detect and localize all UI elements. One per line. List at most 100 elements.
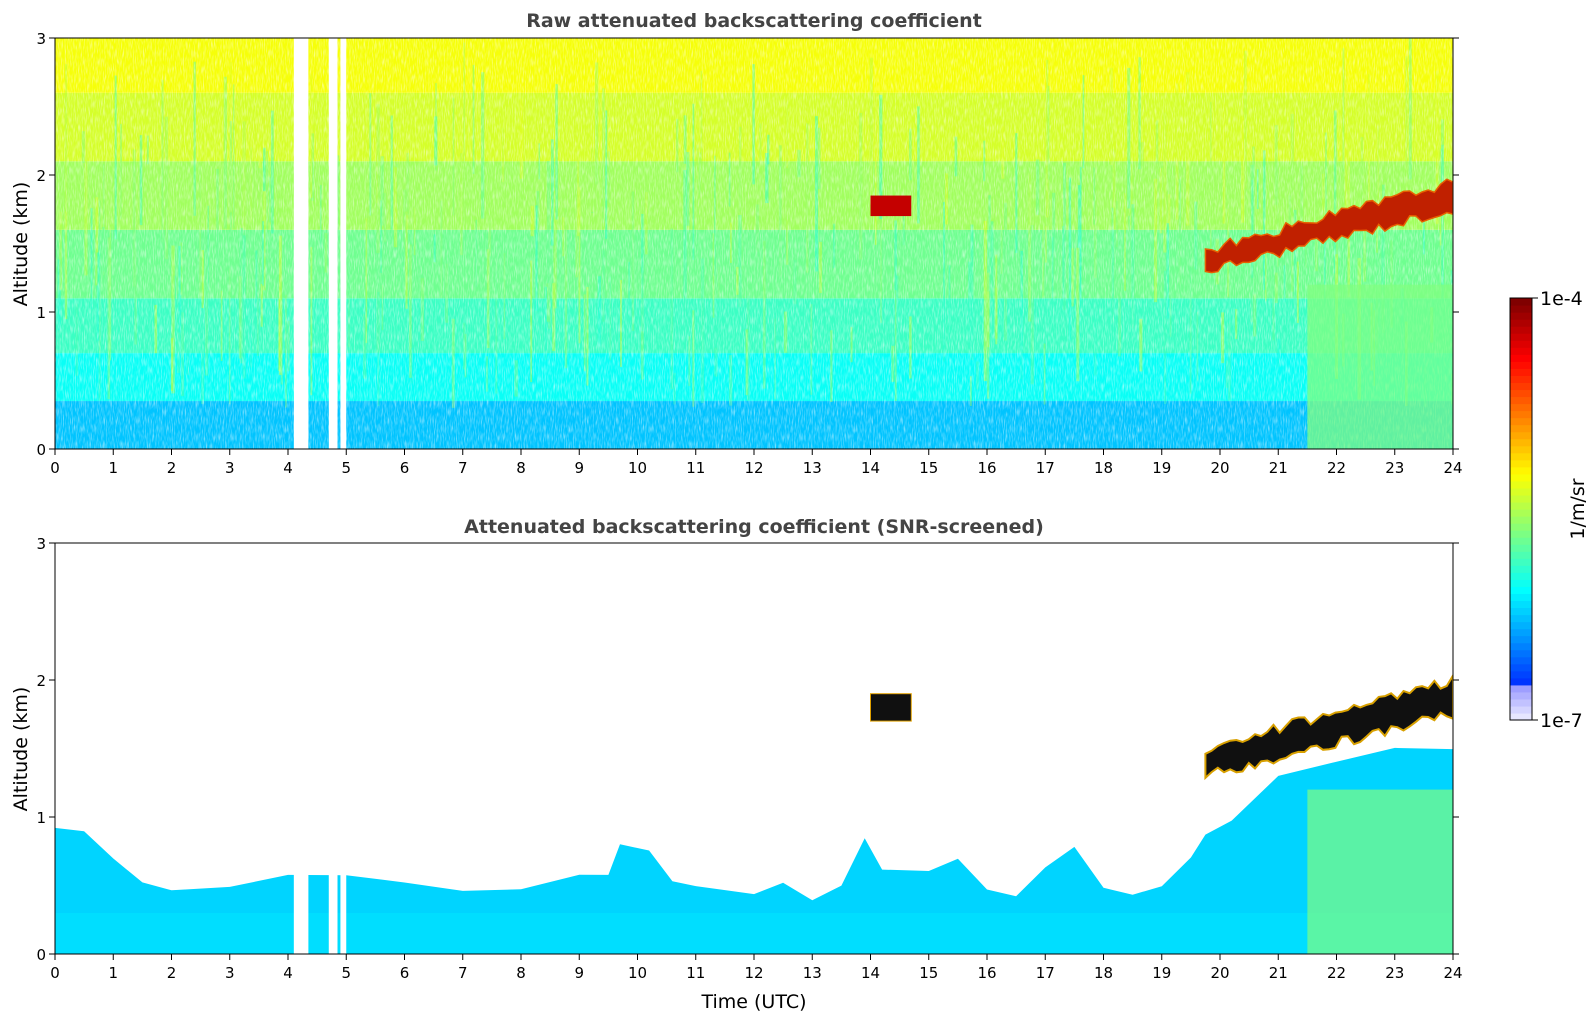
rain-region — [1307, 789, 1453, 954]
y-tick-label: 1 — [36, 304, 46, 322]
cloud-layer — [1204, 673, 1453, 781]
colorbar-step — [1510, 424, 1532, 433]
colorbar-frame — [1509, 297, 1533, 721]
colorbar-step — [1510, 705, 1532, 714]
colorbar: 1e-4 1e-7 1/m/sr — [1509, 288, 1589, 732]
colorbar-step — [1510, 347, 1532, 355]
panel-screened-x-axis: 0 1 2 3 4 5 6 7 8 9 10 11 12 13 14 15 16 17 18 19 20 21 22 23 24 — [50, 954, 1463, 982]
colorbar-step — [1510, 445, 1532, 454]
data-gap — [293, 871, 309, 954]
x-tick-label: 15 — [919, 964, 938, 982]
colorbar-step — [1510, 382, 1532, 391]
x-tick-label: 11 — [686, 459, 705, 477]
colorbar-step — [1510, 396, 1532, 405]
x-tick-label: 18 — [1094, 459, 1113, 477]
colorbar-step — [1510, 530, 1532, 538]
colorbar-step — [1510, 607, 1532, 616]
surface-band — [55, 912, 1453, 954]
x-tick-label: 10 — [628, 964, 647, 982]
y-tick-label: 2 — [36, 167, 46, 185]
screened-signal — [55, 747, 1453, 954]
colorbar-step — [1510, 663, 1532, 672]
colorbar-step — [1510, 438, 1532, 447]
colorbar-step — [1510, 558, 1532, 566]
x-tick-label: 19 — [1152, 459, 1171, 477]
x-tick-label: 12 — [744, 964, 763, 982]
colorbar-step — [1510, 312, 1532, 320]
colorbar-step — [1510, 684, 1532, 693]
colorbar-step — [1510, 670, 1532, 679]
x-tick-label: 18 — [1094, 964, 1113, 982]
x-tick-label: 1 — [108, 459, 118, 477]
colorbar-step — [1510, 537, 1532, 545]
colorbar-step — [1510, 375, 1532, 383]
x-tick-label: 9 — [574, 964, 584, 982]
x-tick-label: 23 — [1385, 964, 1404, 982]
colorbar-gradient — [1510, 298, 1532, 721]
colorbar-step — [1510, 635, 1532, 644]
x-tick-label: 3 — [225, 964, 235, 982]
colorbar-step — [1510, 551, 1532, 559]
colorbar-step — [1510, 319, 1532, 327]
x-tick-label: 22 — [1327, 459, 1346, 477]
colorbar-step — [1510, 452, 1532, 461]
x-tick-label: 15 — [919, 459, 938, 477]
colorbar-step — [1510, 431, 1532, 440]
colorbar-step — [1510, 501, 1532, 510]
cloud-layer — [870, 693, 912, 722]
x-tick-label: 11 — [686, 964, 705, 982]
x-tick-label: 2 — [167, 459, 177, 477]
x-tick-label: 20 — [1210, 459, 1229, 477]
x-tick-label: 22 — [1327, 964, 1346, 982]
colorbar-step — [1510, 509, 1532, 517]
colorbar-step — [1510, 326, 1532, 334]
x-tick-label: 24 — [1443, 459, 1462, 477]
colorbar-min-label: 1e-7 — [1540, 710, 1583, 732]
x-tick-label: 9 — [574, 459, 584, 477]
x-tick-label: 14 — [861, 964, 880, 982]
x-tick-label: 8 — [516, 964, 526, 982]
x-tick-label: 17 — [1036, 964, 1055, 982]
colorbar-step — [1510, 340, 1532, 348]
x-tick-label: 6 — [400, 459, 410, 477]
y-tick-label: 3 — [36, 535, 46, 553]
panel-screened-heatmap — [55, 747, 1453, 954]
x-tick-label: 16 — [977, 964, 996, 982]
colorbar-unit-label: 1/m/sr — [1567, 478, 1589, 539]
panel-raw-ylabel: Altitude (km) — [10, 182, 32, 307]
panel-raw-title: Raw attenuated backscattering coefficien… — [526, 10, 982, 32]
colorbar-step — [1510, 586, 1532, 594]
x-tick-label: 4 — [283, 964, 293, 982]
cloud-layer — [1204, 178, 1453, 274]
colorbar-step — [1510, 572, 1532, 580]
colorbar-step — [1510, 579, 1532, 587]
x-tick-label: 8 — [516, 459, 526, 477]
colorbar-step — [1510, 593, 1532, 602]
y-tick-label: 2 — [36, 672, 46, 690]
colorbar-step — [1510, 523, 1532, 531]
colorbar-step — [1510, 677, 1532, 686]
cloud-layer — [870, 195, 912, 217]
x-tick-label: 14 — [861, 459, 880, 477]
panel-screened-title: Attenuated backscattering coefficient (S… — [464, 516, 1044, 538]
colorbar-step — [1510, 417, 1532, 426]
data-gap — [340, 38, 347, 449]
x-tick-label: 7 — [458, 459, 468, 477]
x-tick-label: 17 — [1036, 459, 1055, 477]
x-tick-label: 3 — [225, 459, 235, 477]
x-tick-label: 0 — [50, 964, 60, 982]
x-tick-label: 0 — [50, 459, 60, 477]
colorbar-step — [1510, 487, 1532, 496]
x-tick-label: 24 — [1443, 964, 1462, 982]
colorbar-step — [1510, 656, 1532, 665]
data-gap — [340, 871, 347, 954]
colorbar-step — [1510, 642, 1532, 651]
y-tick-label: 0 — [36, 441, 46, 459]
rain-region — [1307, 284, 1453, 449]
panel-screened-y-axis: 0 1 2 3 — [36, 535, 1459, 964]
colorbar-step — [1510, 368, 1532, 376]
x-tick-label: 21 — [1269, 964, 1288, 982]
y-tick-label: 3 — [36, 30, 46, 48]
panel-raw-speckle — [55, 38, 1453, 449]
